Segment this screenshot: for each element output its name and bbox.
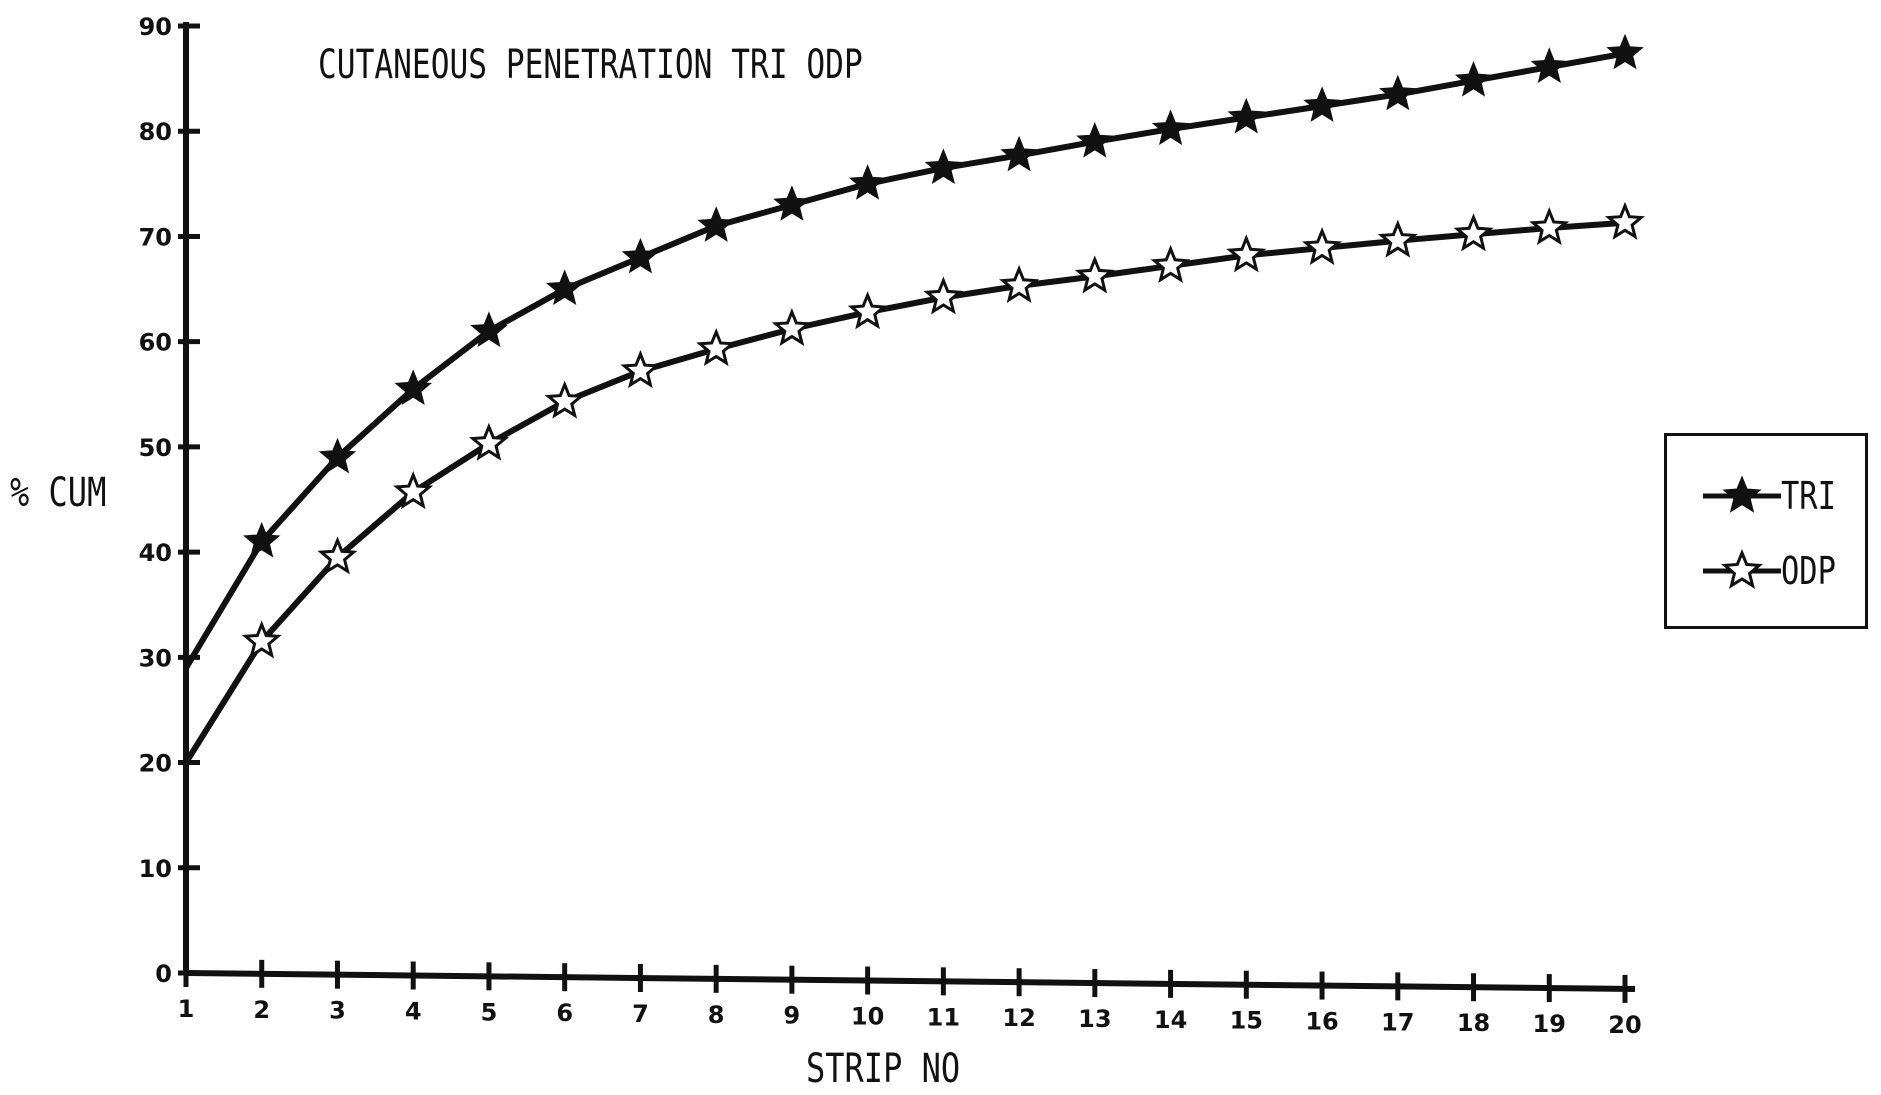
data-point-odp bbox=[544, 380, 585, 419]
data-point-tri bbox=[1606, 33, 1644, 70]
data-point-tri bbox=[773, 185, 811, 221]
data-point-tri bbox=[1000, 135, 1038, 172]
x-tick-label: 1 bbox=[178, 995, 195, 1023]
x-tick-label: 17 bbox=[1381, 1008, 1414, 1036]
data-point-odp bbox=[1604, 201, 1646, 240]
y-tick-label: 10 bbox=[139, 855, 172, 883]
axes bbox=[183, 22, 1636, 992]
filled-star-icon bbox=[1703, 475, 1781, 513]
legend-label-tri: TRI bbox=[1781, 474, 1836, 518]
data-point-odp bbox=[999, 264, 1040, 303]
x-tick-label: 10 bbox=[851, 1003, 884, 1031]
data-point-tri bbox=[394, 369, 432, 405]
y-tick-label: 0 bbox=[155, 960, 172, 988]
x-tick-label: 5 bbox=[481, 998, 498, 1026]
y-tick-label: 40 bbox=[139, 539, 172, 567]
data-point-tri bbox=[470, 311, 508, 348]
x-tick-label: 14 bbox=[1154, 1006, 1187, 1034]
data-point-odp bbox=[1529, 206, 1570, 246]
x-tick-label: 19 bbox=[1533, 1010, 1566, 1038]
x-axis-line bbox=[185, 970, 1636, 992]
data-point-tri bbox=[1076, 122, 1114, 158]
y-tick-label: 70 bbox=[139, 223, 172, 251]
y-tick-label: 20 bbox=[139, 750, 172, 778]
x-tick-label: 12 bbox=[1002, 1004, 1035, 1032]
x-tick-label: 18 bbox=[1457, 1009, 1490, 1037]
x-tick-label: 4 bbox=[405, 998, 422, 1026]
data-point-tri bbox=[697, 206, 735, 242]
legend-item-odp: ODP bbox=[1697, 546, 1850, 596]
data-point-odp bbox=[468, 422, 509, 461]
data-point-odp bbox=[1302, 227, 1343, 266]
data-point-odp bbox=[847, 291, 888, 330]
data-point-tri bbox=[924, 148, 963, 184]
chart-title: CUTANEOUS PENETRATION TRI ODP bbox=[318, 42, 863, 88]
y-axis-ticks: 0 10 20 30 40 50 60 70 80 90 bbox=[139, 13, 200, 988]
data-point-tri bbox=[243, 521, 281, 558]
y-tick-label: 90 bbox=[139, 13, 172, 41]
series-layer bbox=[183, 33, 1646, 765]
data-point-odp bbox=[1074, 255, 1115, 294]
x-tick-label: 13 bbox=[1078, 1005, 1111, 1033]
x-tick-label: 6 bbox=[556, 999, 573, 1027]
x-axis-ticks: 1 2 3 4 5 6 7 8 9 10 11 12 13 14 15 16 17 18 19 20 bbox=[178, 959, 1642, 1039]
legend-label-odp: ODP bbox=[1781, 549, 1836, 593]
x-tick-label: 20 bbox=[1608, 1011, 1641, 1039]
data-point-odp bbox=[393, 471, 434, 510]
data-point-odp bbox=[1150, 244, 1191, 283]
open-star-icon bbox=[1703, 549, 1781, 589]
x-tick-label: 11 bbox=[927, 1003, 960, 1031]
data-point-tri bbox=[1303, 86, 1341, 122]
data-point-tri bbox=[848, 164, 887, 200]
x-tick-label: 3 bbox=[329, 997, 346, 1025]
x-tick-label: 2 bbox=[253, 996, 270, 1024]
data-point-odp bbox=[923, 276, 964, 315]
data-point-odp bbox=[1226, 234, 1267, 273]
y-tick-label: 50 bbox=[139, 434, 172, 462]
x-tick-label: 7 bbox=[632, 1000, 649, 1028]
y-tick-label: 30 bbox=[139, 644, 172, 672]
data-point-odp bbox=[1377, 219, 1418, 258]
data-point-tri bbox=[621, 237, 660, 274]
data-point-tri bbox=[1454, 61, 1493, 97]
data-point-tri bbox=[545, 269, 584, 305]
data-point-tri bbox=[1227, 97, 1266, 134]
data-point-tri bbox=[1151, 109, 1190, 146]
series-line-tri bbox=[183, 50, 1626, 670]
y-axis-label: % CUM bbox=[10, 470, 107, 516]
x-axis-label: STRIP NO bbox=[806, 1046, 961, 1092]
data-point-tri bbox=[1379, 74, 1417, 111]
legend: TRI ODP bbox=[1664, 433, 1868, 629]
data-point-odp bbox=[241, 620, 282, 659]
x-tick-label: 8 bbox=[708, 1001, 725, 1029]
data-point-odp bbox=[771, 307, 812, 347]
x-tick-label: 16 bbox=[1305, 1008, 1338, 1036]
x-tick-label: 9 bbox=[784, 1002, 801, 1030]
data-point-odp bbox=[317, 536, 358, 575]
data-point-odp bbox=[620, 350, 661, 389]
data-point-tri bbox=[1530, 47, 1568, 83]
data-point-tri bbox=[318, 437, 357, 474]
legend-item-tri: TRI bbox=[1697, 471, 1850, 521]
data-point-odp bbox=[696, 328, 737, 367]
data-point-odp bbox=[1453, 213, 1494, 252]
series-line-odp bbox=[183, 219, 1626, 765]
y-tick-label: 80 bbox=[139, 118, 172, 146]
x-tick-label: 15 bbox=[1230, 1007, 1263, 1035]
y-tick-label: 60 bbox=[139, 329, 172, 357]
